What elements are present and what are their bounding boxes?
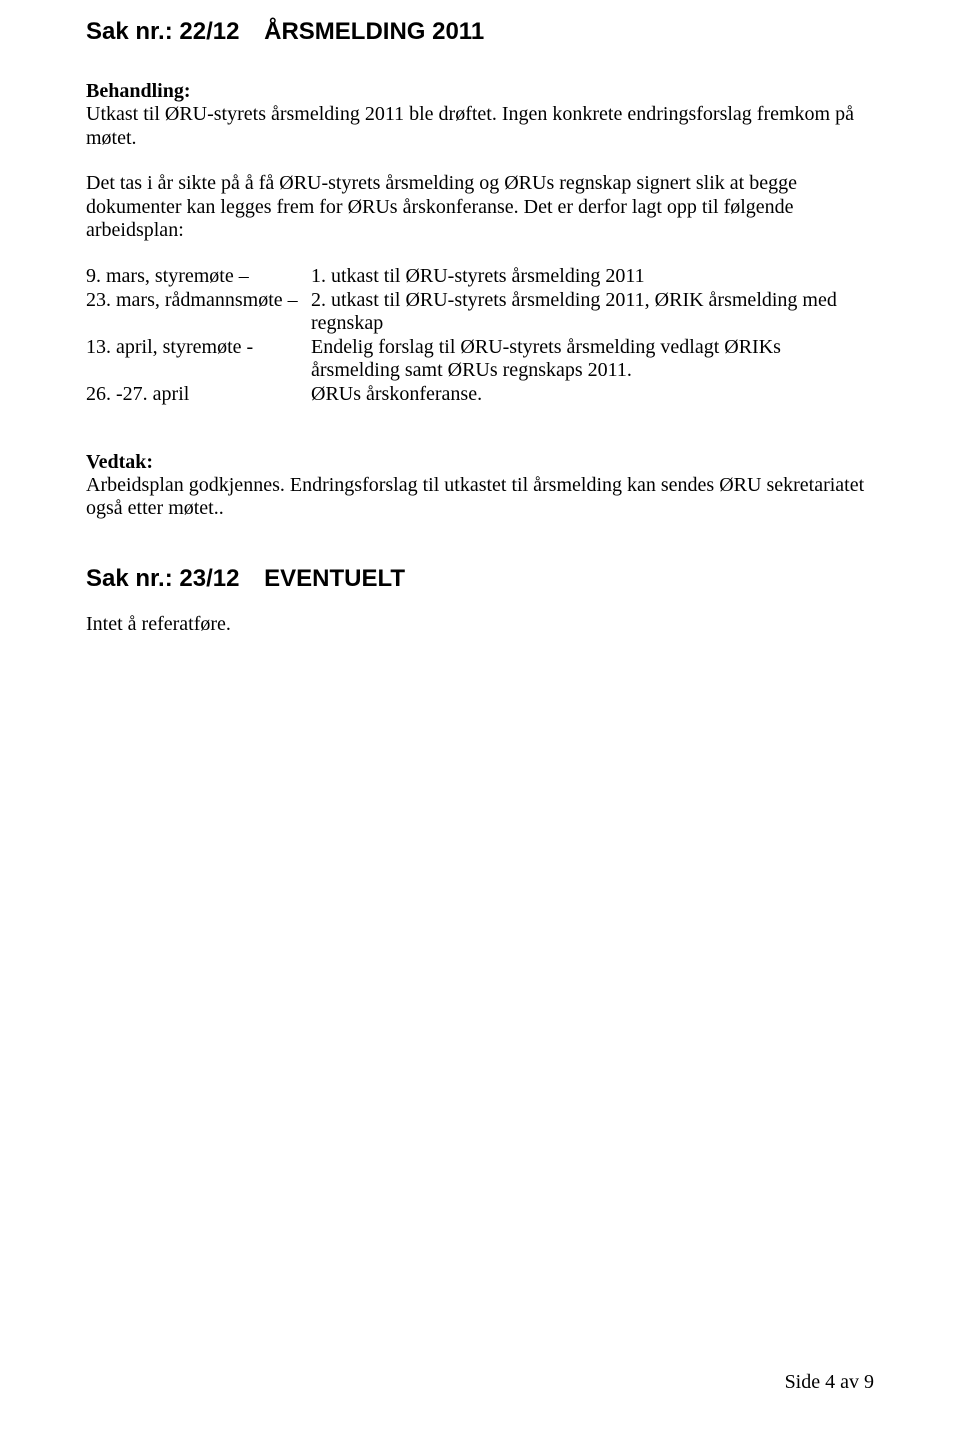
section-heading-23-12: Sak nr.: 23/12 EVENTUELT	[86, 565, 874, 593]
behandling-paragraph-1: Utkast til ØRU-styrets årsmelding 2011 b…	[86, 103, 874, 150]
behandling-label: Behandling:	[86, 80, 874, 103]
vedtak-label: Vedtak:	[86, 451, 874, 474]
schedule-row: 26. -27. april ØRUs årskonferanse.	[86, 383, 874, 407]
schedule-row: 9. mars, styremøte – 1. utkast til ØRU-s…	[86, 265, 874, 289]
schedule-table: 9. mars, styremøte – 1. utkast til ØRU-s…	[86, 265, 874, 407]
sak-title: EVENTUELT	[264, 565, 405, 592]
vedtak-text: Arbeidsplan godkjennes. Endringsforslag …	[86, 474, 874, 521]
closing-text: Intet å referatføre.	[86, 613, 874, 637]
schedule-desc: Endelig forslag til ØRU-styrets årsmeldi…	[311, 336, 874, 383]
sak-number: Sak nr.: 22/12	[86, 18, 239, 45]
page-footer: Side 4 av 9	[785, 1371, 874, 1394]
schedule-desc: ØRUs årskonferanse.	[311, 383, 874, 407]
schedule-date: 9. mars, styremøte –	[86, 265, 311, 289]
schedule-desc: 1. utkast til ØRU-styrets årsmelding 201…	[311, 265, 874, 289]
behandling-paragraph-2: Det tas i år sikte på å få ØRU-styrets å…	[86, 172, 874, 243]
schedule-date: 13. april, styremøte -	[86, 336, 311, 360]
sak-number: Sak nr.: 23/12	[86, 565, 239, 592]
schedule-date: 23. mars, rådmannsmøte –	[86, 289, 311, 313]
schedule-desc: 2. utkast til ØRU-styrets årsmelding 201…	[311, 289, 874, 336]
vedtak-block: Vedtak: Arbeidsplan godkjennes. Endrings…	[86, 451, 874, 521]
schedule-date: 26. -27. april	[86, 383, 311, 407]
sak-title: ÅRSMELDING 2011	[264, 18, 484, 45]
schedule-row: 23. mars, rådmannsmøte – 2. utkast til Ø…	[86, 289, 874, 336]
schedule-row: 13. april, styremøte - Endelig forslag t…	[86, 336, 874, 383]
section-heading-22-12: Sak nr.: 22/12 ÅRSMELDING 2011	[86, 18, 874, 46]
document-page: Sak nr.: 22/12 ÅRSMELDING 2011 Behandlin…	[0, 0, 960, 636]
